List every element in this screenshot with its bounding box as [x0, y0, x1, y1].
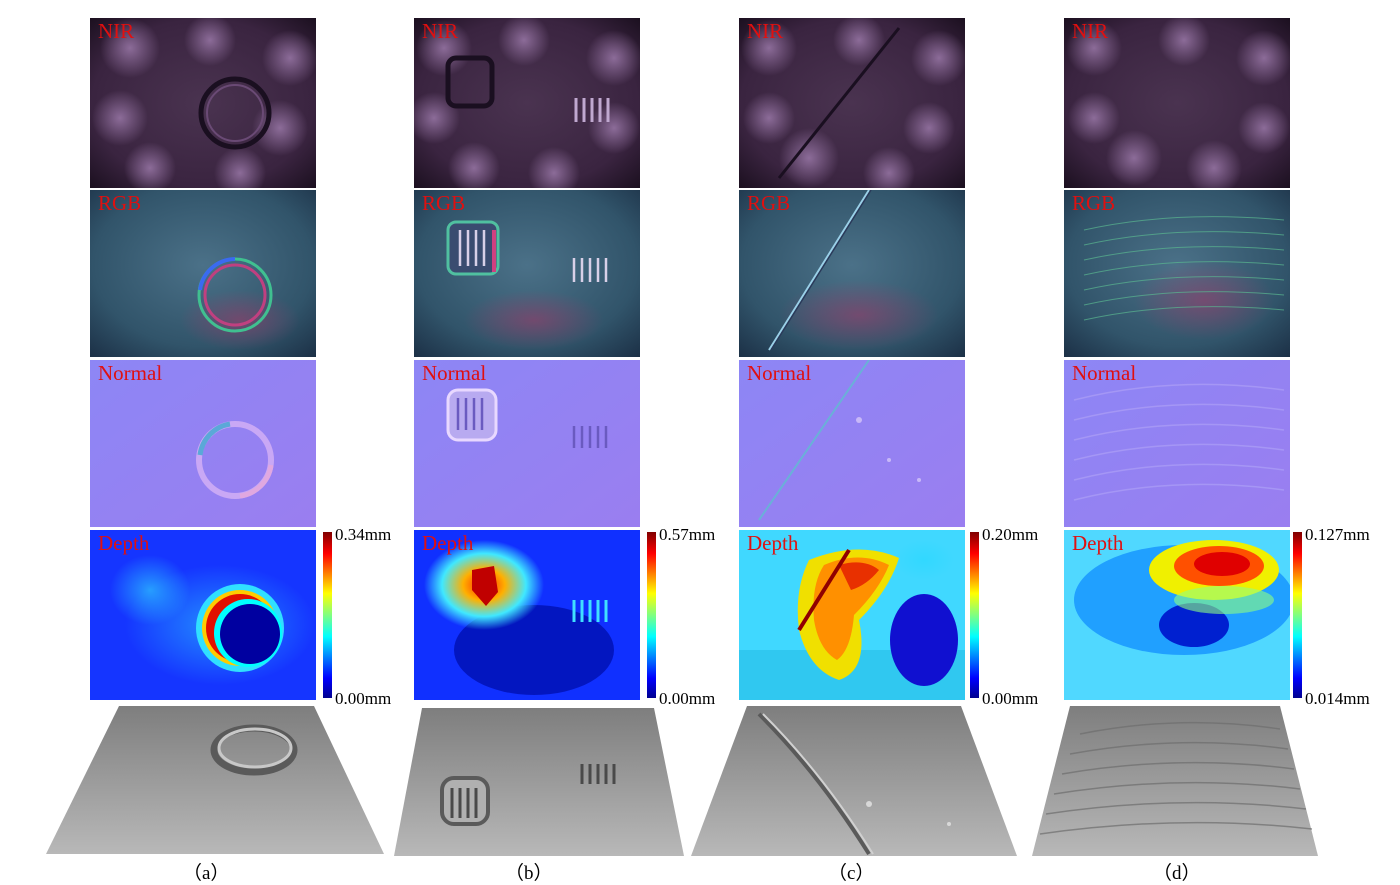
- rgb-label: RGB: [98, 191, 142, 215]
- nir-image-c: NIR: [739, 18, 965, 188]
- colorbar-max-d: 0.127mm: [1305, 525, 1370, 544]
- colorbar-min-d: 0.014mm: [1305, 689, 1370, 708]
- colorbar-c: [970, 532, 979, 698]
- normal-label: Normal: [422, 361, 487, 385]
- normal-label: Normal: [1072, 361, 1137, 385]
- colorbar-d: [1293, 532, 1302, 698]
- surface-render-c: [691, 706, 1017, 856]
- depth-label: Depth: [747, 531, 799, 555]
- depth-map-a: Depth: [90, 530, 316, 700]
- normal-map-a: Normal: [90, 360, 316, 527]
- caption-b: （b）: [505, 863, 553, 884]
- surface-render-d: [1032, 706, 1318, 856]
- depth-map-b: Depth: [414, 530, 640, 700]
- caption-c: （c）: [828, 863, 875, 884]
- normal-label: Normal: [98, 361, 163, 385]
- colorbar-min-b: 0.00mm: [659, 689, 716, 708]
- nir-label: NIR: [98, 19, 135, 43]
- normal-map-b: Normal: [414, 360, 640, 527]
- depth-label: Depth: [422, 531, 474, 555]
- rgb-label: RGB: [422, 191, 466, 215]
- depth-label: Depth: [1072, 531, 1124, 555]
- rgb-label: RGB: [747, 191, 791, 215]
- colorbar-min-c: 0.00mm: [982, 689, 1039, 708]
- depth-label: Depth: [98, 531, 150, 555]
- caption-a: （a）: [183, 863, 230, 884]
- normal-map-c: Normal: [739, 360, 965, 527]
- rgb-image-c: RGB: [739, 190, 965, 357]
- rgb-image-b: RGB: [414, 190, 640, 357]
- colorbar-b: [647, 532, 656, 698]
- nir-label: NIR: [422, 19, 459, 43]
- colorbar-max-c: 0.20mm: [982, 525, 1039, 544]
- rgb-label: RGB: [1072, 191, 1116, 215]
- colorbar-min-a: 0.00mm: [335, 689, 392, 708]
- colorbar-max-b: 0.57mm: [659, 525, 716, 544]
- nir-image-d: NIR: [1064, 18, 1290, 188]
- rgb-image-d: RGB: [1064, 190, 1290, 357]
- colorbar-max-a: 0.34mm: [335, 525, 392, 544]
- nir-label: NIR: [1072, 19, 1109, 43]
- nir-label: NIR: [747, 19, 784, 43]
- normal-map-d: Normal: [1064, 360, 1290, 527]
- surface-render-b: [394, 708, 684, 856]
- depth-map-c: Depth: [739, 530, 965, 700]
- rgb-image-a: RGB: [90, 190, 316, 357]
- normal-label: Normal: [747, 361, 812, 385]
- surface-render-a: [46, 706, 384, 854]
- nir-image-b: NIR: [414, 18, 640, 188]
- caption-d: （d）: [1153, 863, 1201, 884]
- nir-image-a: NIR: [90, 18, 316, 188]
- depth-map-d: Depth: [1064, 530, 1290, 700]
- colorbar-a: [323, 532, 332, 698]
